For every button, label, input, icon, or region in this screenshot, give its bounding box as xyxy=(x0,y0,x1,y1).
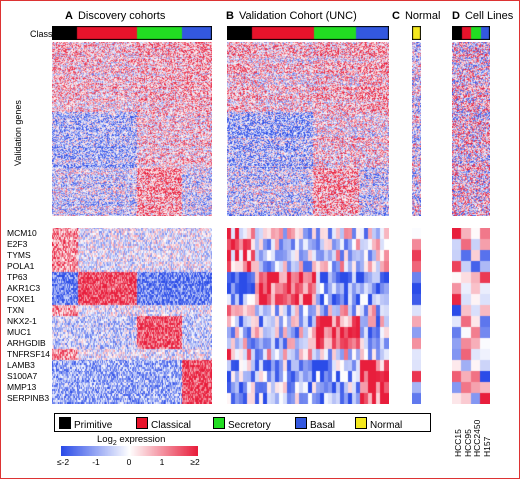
gene-label: LAMB3 xyxy=(7,360,35,370)
legend-item-basal: Basal xyxy=(295,417,335,431)
class-bar-normal xyxy=(412,26,421,40)
gene-label: MMP13 xyxy=(7,382,37,392)
legend-swatch-classical xyxy=(136,417,148,429)
legend-swatch-basal xyxy=(295,417,307,429)
legend-item-classical: Classical xyxy=(136,417,191,431)
legend-item-secretory: Secretory xyxy=(213,417,271,431)
gene-label: POLA1 xyxy=(7,261,35,271)
legend-item-primitive: Primitive xyxy=(59,417,112,431)
cell-line-label: HCC15 xyxy=(453,429,463,457)
heatmap-discovery-selected-genes xyxy=(52,228,212,404)
cell-line-label: H157 xyxy=(481,436,492,457)
heatmap-cell-lines-genes xyxy=(452,42,490,216)
heatmap-normal-selected-genes xyxy=(412,228,421,404)
validation-genes-axis-label: Validation genes xyxy=(13,100,23,166)
class-row-label: Class xyxy=(30,29,53,39)
colorbar-tick-neg1: -1 xyxy=(92,457,100,467)
legend-swatch-secretory xyxy=(213,417,225,429)
gene-label: AKR1C3 xyxy=(7,283,41,293)
panel-d-title: D Cell Lines xyxy=(452,10,514,22)
gene-label: MUC1 xyxy=(7,327,32,337)
gene-label: SERPINB3 xyxy=(7,393,50,403)
gene-label: ARHGDIB xyxy=(7,338,46,348)
colorbar-tick-zero: 0 xyxy=(126,457,132,467)
gene-label: TXN xyxy=(7,305,24,315)
gene-label: E2F3 xyxy=(7,239,28,249)
class-bar-cell-lines xyxy=(452,26,490,40)
gene-label: NKX2-1 xyxy=(7,316,37,326)
heatmap-normal-genes xyxy=(412,42,421,216)
gene-label: MCM10 xyxy=(7,228,37,238)
cell-line-label: HCC95 xyxy=(462,429,473,457)
panel-c-title: C Normal xyxy=(392,10,441,22)
colorbar-title: Log2 expression xyxy=(97,434,166,447)
heatmap-cell-lines-selected-genes xyxy=(452,228,490,404)
colorbar-tick-min: ≤-2 xyxy=(56,457,70,467)
class-bar-discovery xyxy=(52,26,212,40)
colorbar-gradient xyxy=(61,446,198,456)
legend-swatch-normal xyxy=(355,417,367,429)
legend-swatch-primitive xyxy=(59,417,71,429)
gene-label: FOXE1 xyxy=(7,294,35,304)
class-bar-validation xyxy=(227,26,389,40)
heatmap-validation-selected-genes xyxy=(227,228,389,404)
gene-label: TNFRSF14 xyxy=(7,349,50,359)
cell-line-label: HCC2450 xyxy=(472,419,482,457)
panel-b-title: B Validation Cohort (UNC) xyxy=(226,10,357,22)
colorbar-tick-max: ≥2 xyxy=(190,457,200,467)
legend-item-normal: Normal xyxy=(355,417,402,431)
colorbar-tick-pos1: 1 xyxy=(159,457,165,467)
gene-label: S100A7 xyxy=(7,371,38,381)
heatmap-validation-cohort-genes xyxy=(227,42,389,216)
gene-label: TYMS xyxy=(7,250,31,260)
heatmap-discovery-validation-genes xyxy=(52,42,212,216)
class-legend: Primitive Classical Secretory Basal Norm… xyxy=(54,413,431,432)
panel-a-title: A Discovery cohorts xyxy=(65,10,166,22)
gene-label: TP63 xyxy=(7,272,28,282)
